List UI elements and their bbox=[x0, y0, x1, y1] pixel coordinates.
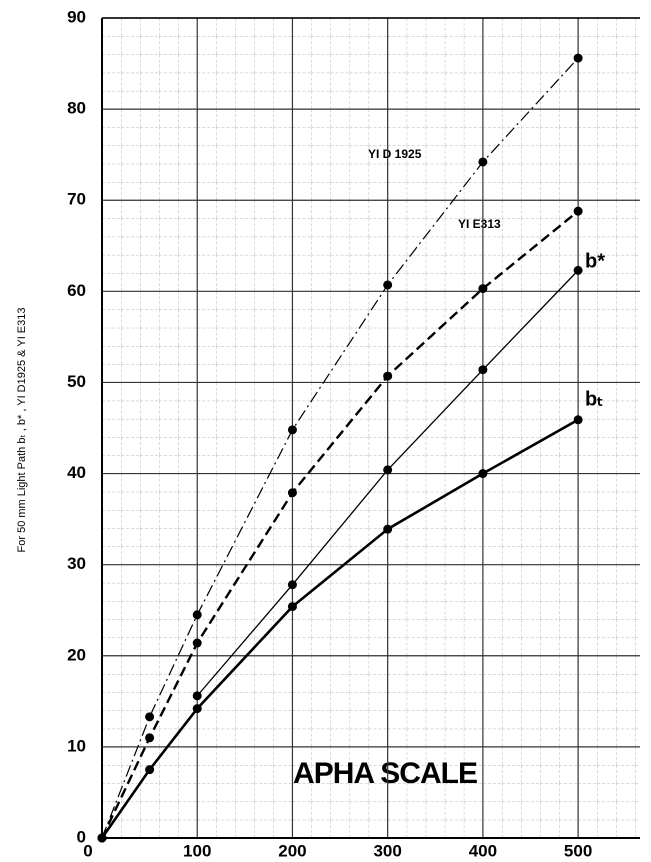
y-tick-label: 80 bbox=[67, 99, 86, 118]
series-label: bₜ bbox=[585, 388, 603, 410]
y-tick-label: 30 bbox=[67, 554, 86, 573]
data-point bbox=[192, 691, 202, 701]
data-point bbox=[478, 157, 488, 167]
data-point bbox=[478, 365, 488, 375]
y-tick-label: 0 bbox=[77, 827, 86, 846]
data-point bbox=[287, 580, 297, 590]
y-tick-label: 10 bbox=[67, 736, 86, 755]
data-point bbox=[192, 704, 202, 714]
x-tick-label: 0 bbox=[83, 841, 92, 860]
data-point bbox=[478, 469, 488, 479]
y-tick-label: 60 bbox=[67, 281, 86, 300]
data-point bbox=[287, 488, 297, 498]
data-point bbox=[573, 415, 583, 425]
x-tick-label: 100 bbox=[183, 841, 211, 860]
series-label: b* bbox=[585, 250, 605, 272]
annotation: APHA SCALE bbox=[293, 757, 477, 790]
data-point bbox=[573, 265, 583, 275]
data-point bbox=[383, 465, 393, 475]
data-point bbox=[192, 638, 202, 648]
minor-grid bbox=[102, 18, 640, 838]
x-tick-label: 500 bbox=[564, 841, 592, 860]
data-point bbox=[478, 284, 488, 294]
data-point bbox=[383, 524, 393, 534]
y-tick-label: 50 bbox=[67, 372, 86, 391]
y-tick-label: 40 bbox=[67, 463, 86, 482]
data-point bbox=[383, 371, 393, 381]
y-tick-label: 70 bbox=[67, 190, 86, 209]
data-point bbox=[145, 765, 155, 775]
data-point bbox=[573, 53, 583, 63]
data-point bbox=[145, 712, 155, 722]
data-point bbox=[287, 602, 297, 612]
x-tick-label: 400 bbox=[469, 841, 497, 860]
data-point bbox=[573, 206, 583, 216]
x-tick-label: 200 bbox=[278, 841, 306, 860]
data-point bbox=[192, 610, 202, 620]
y-tick-label: 20 bbox=[67, 645, 86, 664]
x-tick-label: 300 bbox=[373, 841, 401, 860]
data-point bbox=[145, 733, 155, 743]
y-tick-label: 90 bbox=[67, 7, 86, 26]
data-point bbox=[97, 833, 107, 843]
data-point bbox=[287, 425, 297, 435]
series-label: YI E313 bbox=[458, 217, 501, 231]
y-axis-label: For 50 mm Light Path bₜ , b* , YI D1925 … bbox=[16, 308, 28, 553]
data-point bbox=[383, 280, 393, 290]
series-label: YI D 1925 bbox=[368, 147, 422, 161]
